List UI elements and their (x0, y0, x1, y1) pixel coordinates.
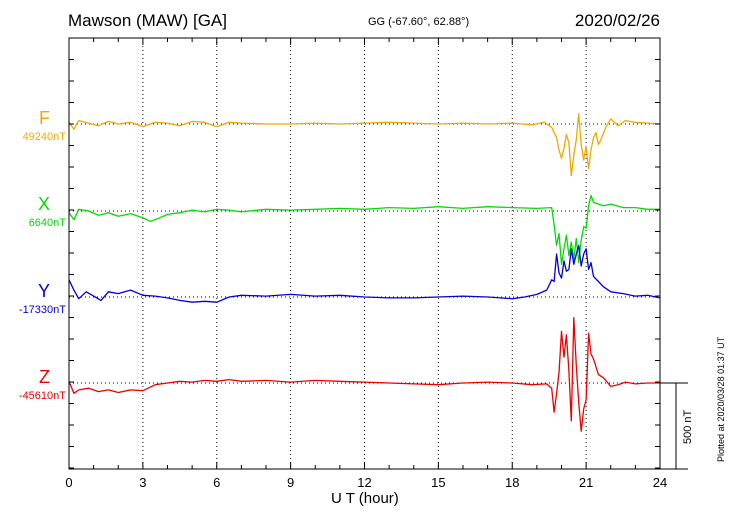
station-title: Mawson (MAW) [GA] (68, 11, 227, 30)
component-letter-x: X (37, 194, 50, 214)
series-line-y (68, 244, 661, 303)
plotted-timestamp: Plotted at 2020/03/28 01:37 UT (716, 336, 726, 462)
x-tick-label: 6 (213, 475, 220, 490)
plot-date: 2020/02/26 (574, 11, 660, 30)
series-line-z (68, 316, 660, 432)
series-line-f (68, 113, 661, 177)
x-tick-label: 18 (505, 475, 519, 490)
x-tick-label: 21 (579, 475, 593, 490)
x-tick-label: 9 (287, 475, 294, 490)
x-tick-label: 15 (431, 475, 445, 490)
component-baseline-y: -17330nT (18, 304, 66, 316)
component-baseline-z: -45610nT (18, 390, 66, 402)
grid-layer (69, 38, 660, 469)
x-tick-label: 24 (653, 475, 667, 490)
series-line-x (68, 194, 660, 265)
axes-layer (68, 37, 688, 470)
x-tick-label: 12 (357, 475, 371, 490)
component-letter-y: Y (37, 281, 50, 301)
scale-bar-label: 500 nT (682, 409, 694, 444)
component-baseline-f: 49240nT (22, 131, 66, 143)
component-letter-z: Z (39, 367, 50, 387)
component-letter-f: F (39, 108, 50, 128)
x-tick-label: 3 (139, 475, 146, 490)
geographic-coordinates: GG (-67.60°, 62.88°) (368, 16, 470, 28)
component-baseline-x: 6640nT (28, 217, 66, 229)
series-layer (68, 113, 661, 432)
x-axis-label: U T (hour) (331, 490, 399, 507)
x-tick-label: 0 (65, 475, 72, 490)
tick-layer: 0 3 6 9 12 15 18 21 24 (65, 475, 667, 490)
